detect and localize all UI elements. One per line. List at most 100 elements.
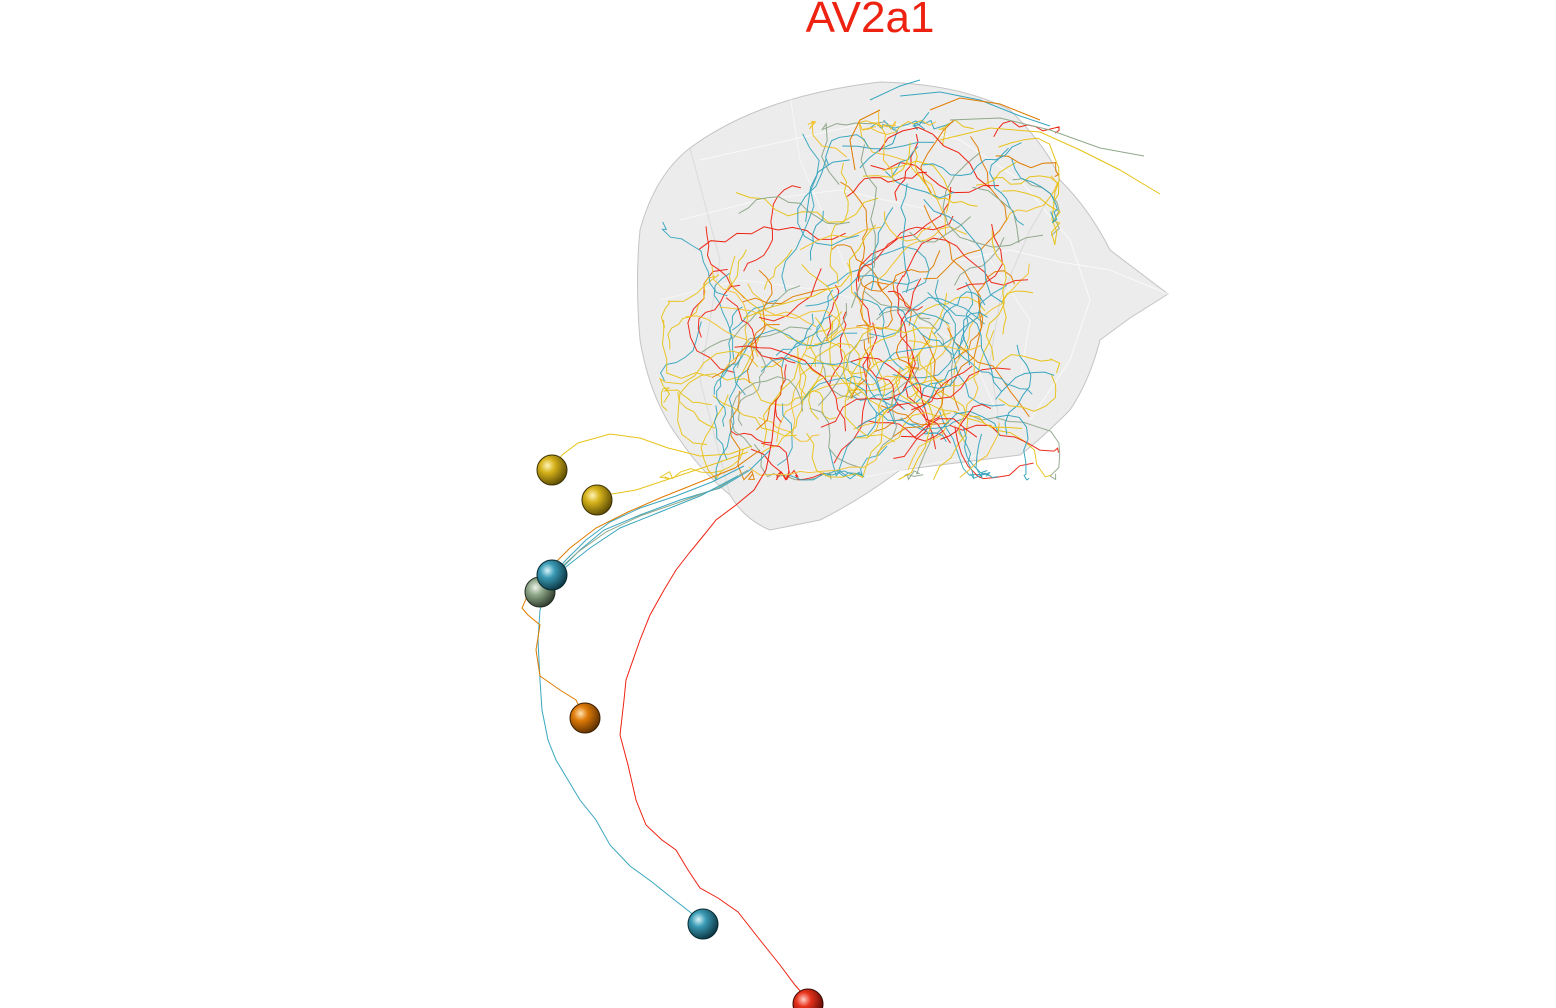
neurite-branch-101: [761, 360, 807, 453]
neurite-branch-201: [949, 117, 1145, 157]
neurite-branch-114: [958, 429, 999, 480]
neurite-branch-122: [892, 333, 945, 438]
neurite-branch-204: [929, 97, 1041, 121]
neurite-branch-190: [869, 121, 894, 183]
neurite-branch-31: [905, 315, 952, 371]
neurite-branch-145: [953, 270, 1015, 361]
neurite-branch-228: [995, 354, 1061, 373]
neurite-branch-159: [894, 133, 919, 201]
neurite-branch-123: [760, 357, 896, 425]
neurite-branch-120: [816, 289, 834, 344]
neurite-branch-113: [781, 313, 814, 368]
neurite-branch-172: [846, 171, 927, 197]
neurite-tracts: [521, 399, 809, 1001]
neurite-branch-211: [1002, 290, 1034, 335]
neurite-branch-71: [661, 221, 728, 297]
neurite-branch-117: [734, 345, 846, 432]
neurite-branch-176: [862, 119, 937, 135]
neurite-branch-132: [947, 327, 1030, 417]
neurite-branch-183: [914, 148, 978, 207]
neurite-branch-74: [667, 276, 716, 350]
neurite-branch-223: [958, 358, 979, 442]
neurite-branch-169: [891, 146, 919, 177]
neurite-branch-193: [797, 158, 859, 246]
neurite-branch-210: [1004, 344, 1032, 435]
neurite-branch-7: [892, 250, 941, 326]
neurite-branch-155: [743, 224, 877, 319]
neurite-branch-198: [825, 134, 869, 166]
neurite-branch-30: [892, 336, 966, 379]
neurite-branch-185: [850, 144, 877, 308]
neurite-branch-129: [936, 332, 954, 387]
neurite-branch-199: [857, 110, 896, 131]
neurite-branch-165: [738, 196, 850, 225]
neurite-branch-40: [895, 366, 1052, 478]
neurite-branch-37: [824, 448, 865, 480]
neurite-branch-10: [724, 249, 747, 294]
neurite-branch-118: [714, 368, 750, 481]
neurite-branch-115: [755, 357, 784, 431]
tract-gold-1: [551, 433, 753, 471]
neurite-branch-0: [855, 186, 952, 325]
soma-gold-1: [536, 454, 568, 486]
neurite-branch-200: [939, 127, 1161, 195]
neurite-branch-179: [942, 152, 1044, 248]
neurite-branch-164: [1012, 178, 1060, 236]
neurite-branch-141: [761, 442, 791, 481]
neurite-branch-56: [858, 420, 945, 442]
neurite-branch-116: [855, 351, 886, 439]
neurite-branch-87: [906, 354, 935, 399]
neurite-branch-95: [658, 448, 745, 480]
neurite-branch-205: [849, 109, 881, 171]
neurite-branch-186: [882, 160, 952, 213]
neurite-branch-168: [859, 119, 899, 169]
neurite-branch-52: [929, 330, 950, 422]
neurite-branch-76: [801, 263, 841, 350]
neurite-branch-77: [820, 278, 922, 428]
neurite-branch-144: [863, 290, 938, 331]
tract-teal-mid: [561, 475, 739, 571]
neurite-branch-110: [893, 416, 941, 459]
neurite-branch-166: [920, 120, 955, 194]
neurite-branch-105: [918, 330, 995, 387]
neurite-branch-15: [908, 296, 986, 402]
neurite-branch-140: [730, 430, 771, 444]
neurite-branch-230: [975, 433, 988, 480]
neurite-branch-153: [1005, 175, 1058, 222]
neurite-branch-126: [806, 405, 893, 479]
neurite-branch-84: [750, 448, 825, 481]
neurite-branch-174: [923, 198, 1004, 304]
neurite-branch-127: [658, 350, 759, 403]
neurite-branch-55: [923, 204, 982, 411]
neurite-branch-124: [859, 279, 898, 344]
neurite-branch-175: [976, 161, 1017, 186]
soma-teal-1: [536, 559, 568, 591]
neurite-branch-207: [878, 306, 953, 356]
neurite-branch-178: [912, 111, 930, 131]
neurite-branch-216: [962, 311, 988, 366]
neurite-branch-148: [730, 376, 804, 448]
neurite-branch-215: [995, 414, 1030, 481]
neurite-branch-82: [903, 237, 1029, 286]
neurite-branch-167: [842, 141, 935, 150]
neurite-branch-94: [732, 329, 858, 396]
neurite-branch-177: [972, 186, 1020, 243]
neurite-branch-46: [760, 355, 822, 377]
neurite-branch-83: [819, 303, 862, 398]
neurite-branch-143: [725, 297, 796, 364]
tract-teal-short: [551, 465, 745, 576]
neurite-branch-136: [661, 319, 712, 379]
neurite-branch-42: [829, 311, 854, 399]
neurite-branch-112: [742, 287, 832, 305]
neurite-branch-72: [857, 215, 954, 282]
neurite-branch-203: [869, 79, 921, 101]
neurite-branch-135: [956, 223, 1003, 291]
neurite-branch-197: [799, 226, 883, 251]
neurite-branch-65: [728, 255, 816, 367]
neurite-branch-111: [900, 417, 966, 431]
neurite-branch-125: [699, 285, 801, 354]
neurite-branch-213: [842, 326, 935, 397]
tract-gold-2: [596, 451, 749, 501]
figure-title: AV2a1: [805, 0, 935, 42]
neurite-branch-62: [763, 249, 793, 290]
